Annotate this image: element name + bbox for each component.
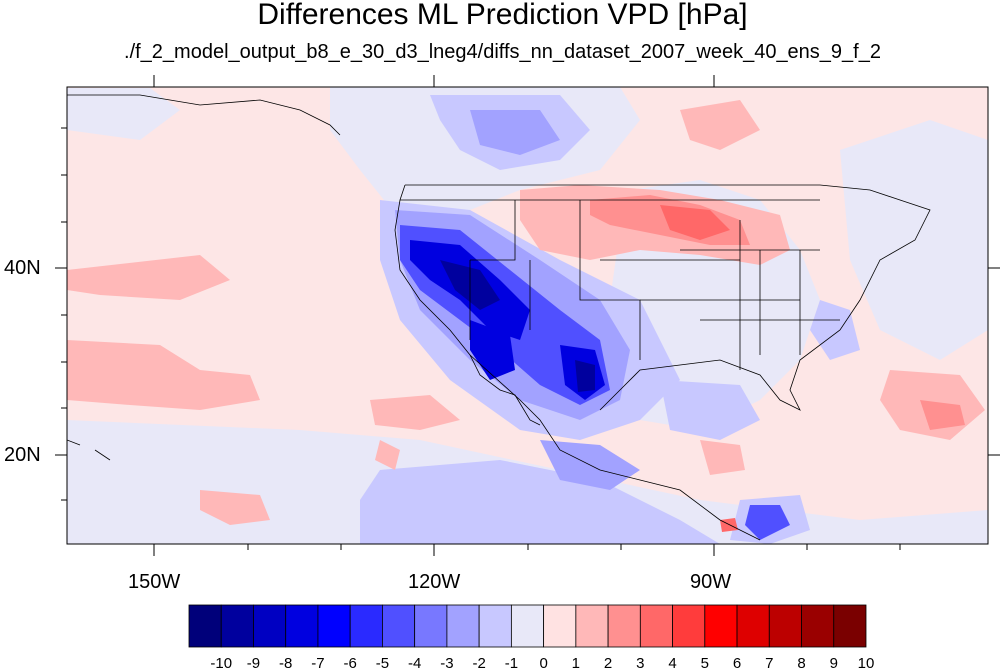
colorbar-swatch: [188, 604, 222, 648]
colorbar-label: 1: [571, 655, 581, 672]
colorbar-swatch: [349, 604, 383, 648]
colorbar-label: 2: [603, 655, 613, 672]
colorbar: [188, 604, 867, 648]
lon-label-150w: 150W: [128, 571, 181, 593]
colorbar-label: -8: [279, 655, 293, 672]
lon-label-120w: 120W: [408, 571, 461, 593]
colorbar-label: 6: [732, 655, 742, 672]
field-strong-red: [660, 205, 738, 532]
axis-ticks: [55, 75, 1000, 556]
lat-label-40n: 40N: [4, 257, 41, 279]
colorbar-label: 9: [829, 655, 838, 672]
colorbar-label: -5: [375, 655, 390, 672]
colorbar-swatch: [672, 604, 706, 648]
colorbar-swatch: [543, 604, 577, 648]
colorbar-label: -9: [246, 655, 261, 672]
map-subtitle: ./f_2_model_output_b8_e_30_d3_lneg4/diff…: [124, 41, 881, 63]
colorbar-swatch: [768, 604, 802, 648]
colorbar-label: -4: [407, 655, 422, 672]
colorbar-swatch: [510, 604, 545, 648]
colorbar-label: -7: [311, 655, 325, 672]
colorbar-swatch: [833, 604, 867, 648]
colorbar-label: 3: [636, 655, 645, 672]
colorbar-swatch: [478, 604, 512, 648]
colorbar-swatch: [607, 604, 641, 648]
map-title: Differences ML Prediction VPD [hPa]: [257, 0, 748, 31]
colorbar-swatch: [382, 604, 416, 648]
colorbar-swatch: [285, 604, 319, 648]
colorbar-label: -6: [343, 655, 357, 672]
colorbar-swatch: [801, 604, 835, 648]
colorbar-label: -1: [504, 655, 519, 672]
lat-label-20n: 20N: [4, 444, 41, 466]
colorbar-swatch: [639, 604, 673, 648]
colorbar-label: 0: [539, 655, 548, 672]
colorbar-swatch: [736, 604, 770, 648]
colorbar-label: -10: [210, 655, 233, 672]
colorbar-swatch: [414, 604, 448, 648]
colorbar-swatch: [220, 604, 254, 648]
colorbar-swatch: [704, 604, 738, 648]
colorbar-swatch: [253, 604, 287, 648]
colorbar-label: 4: [668, 655, 677, 672]
colorbar-label: 8: [797, 655, 806, 672]
map-field: [67, 87, 988, 544]
colorbar-label: 10: [857, 655, 875, 672]
colorbar-swatch: [446, 604, 480, 648]
colorbar-swatch: [575, 604, 609, 648]
colorbar-label: 7: [765, 655, 774, 672]
colorbar-swatch: [317, 604, 351, 648]
colorbar-label: 5: [700, 655, 709, 672]
colorbar-label: -3: [440, 655, 454, 672]
coastlines: [67, 94, 931, 541]
colorbar-label: -2: [472, 655, 486, 672]
lon-label-90w: 90W: [690, 571, 732, 593]
